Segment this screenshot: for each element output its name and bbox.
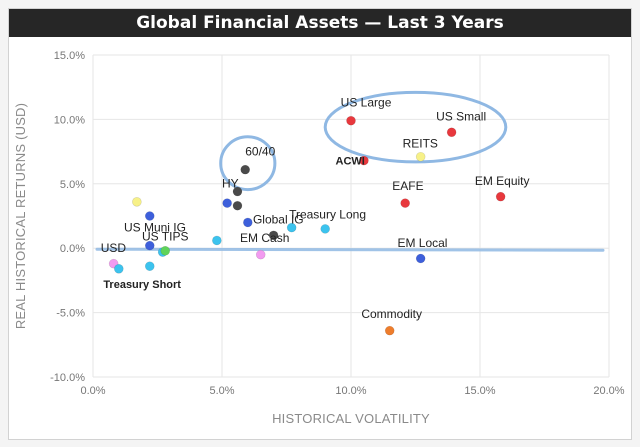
chart-card: Global Financial Assets — Last 3 Years 0… [8, 8, 632, 440]
point-commodity [384, 325, 395, 336]
highlight-ellipse-60-40-group [219, 135, 277, 192]
point-acwi [359, 155, 369, 166]
y-tick-label: -5.0% [56, 308, 85, 320]
scatter-plot: 0.0% 5.0% 10.0% 15.0% 20.0% 15.0% 10.0% 5.0% 0.0… [13, 50, 625, 426]
x-axis-label: HISTORICAL VOLATILITY [272, 411, 430, 426]
label-commodity: Commodity [361, 307, 422, 321]
x-tick-label: 20.0% [593, 385, 624, 397]
point-em-cash [212, 235, 222, 246]
label-em-local: EM Local [397, 236, 447, 250]
y-tick-label: 0.0% [60, 243, 85, 255]
x-tick-label: 10.0% [335, 385, 366, 397]
label-eafe: EAFE [392, 179, 423, 193]
point-us-small [446, 127, 457, 138]
x-tick-label: 0.0% [80, 385, 105, 397]
y-tick-label: 5.0% [60, 179, 85, 191]
point [232, 200, 243, 211]
point-em-local [415, 253, 426, 264]
label-reits: REITS [403, 137, 438, 151]
point [222, 198, 232, 208]
point-global-ig [243, 217, 253, 228]
label-global-ig: Global IG [253, 213, 304, 227]
zero-line-highlight [95, 247, 605, 252]
x-tick-label: 5.0% [209, 385, 234, 397]
point-60-40 [240, 164, 251, 175]
point-us-tips [144, 240, 155, 251]
label-treasury-long: Treasury Long [289, 208, 366, 222]
point [286, 222, 297, 233]
point-em-equity [495, 191, 506, 202]
label-us-muni-ig: US Muni IG [124, 220, 186, 234]
label-em-equity: EM Equity [475, 174, 530, 188]
y-tick-label: 15.0% [54, 50, 85, 62]
label-us-large: US Large [341, 96, 392, 110]
label-em-cash: EM Cash [240, 231, 289, 245]
label-acwi: ACWI [336, 155, 365, 167]
point [268, 230, 279, 241]
point [255, 249, 266, 260]
label-us-small: US Small [436, 110, 486, 124]
point [160, 245, 171, 256]
point-us-muni-ig [144, 211, 155, 221]
point-treasury-long [320, 224, 331, 234]
highlight-ellipse-us-equity-group [323, 90, 508, 164]
point-treasury-short [144, 261, 155, 272]
y-axis-label: REAL HISTORICAL RETURNS (USD) [13, 103, 28, 329]
point [132, 197, 142, 207]
label-60-40: 60/40 [245, 144, 275, 158]
y-tick-label: -10.0% [50, 372, 85, 384]
point [114, 264, 124, 274]
point-reits [415, 151, 426, 162]
label-usd: USD [101, 241, 127, 255]
point-eafe [400, 198, 410, 208]
x-tick-label: 15.0% [464, 385, 495, 397]
chart-title: Global Financial Assets — Last 3 Years [9, 9, 631, 37]
point-hy [232, 186, 243, 197]
point-us-large [346, 115, 356, 126]
label-us-tips: US TIPS [142, 229, 188, 243]
label-hy: HY [222, 177, 239, 191]
label-treasury-short: Treasury Short [103, 279, 181, 291]
y-tick-label: 10.0% [54, 114, 85, 126]
